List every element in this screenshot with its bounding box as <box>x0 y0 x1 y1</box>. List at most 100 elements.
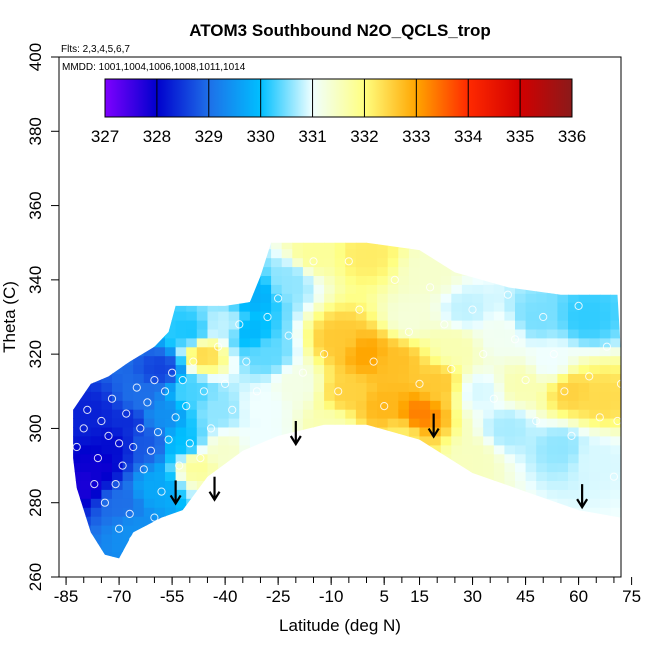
heatmap-cell <box>281 453 293 464</box>
heatmap-cell <box>271 489 283 499</box>
heatmap-cell <box>303 561 314 571</box>
heatmap-cell <box>504 444 516 455</box>
heatmap-cell <box>472 516 484 526</box>
heatmap-cell <box>377 355 389 366</box>
heatmap-cell <box>90 346 102 357</box>
heatmap-cell <box>90 409 102 419</box>
heatmap-cell <box>387 355 399 366</box>
heatmap-cell <box>526 231 537 241</box>
heatmap-cell <box>122 444 134 455</box>
y-tick-label: 320 <box>26 340 45 368</box>
sample-point <box>242 357 251 366</box>
heatmap-cell <box>472 400 484 410</box>
heatmap-cell <box>440 551 452 559</box>
heatmap-cell <box>334 551 346 559</box>
sample-point <box>404 327 413 336</box>
heatmap-cell <box>302 418 315 428</box>
heatmap-cell <box>239 551 251 559</box>
heatmap-cell <box>218 480 230 490</box>
heatmap-cell <box>165 320 177 330</box>
heatmap-cell <box>525 542 537 553</box>
heatmap-cell <box>589 382 601 392</box>
heatmap-cell <box>408 489 421 499</box>
heatmap-cell <box>377 293 389 303</box>
heatmap-cell <box>355 257 368 268</box>
heatmap-cell <box>525 480 537 490</box>
heatmap-cell <box>313 391 325 401</box>
heatmap-cell <box>73 248 81 259</box>
heatmap-cell <box>101 444 113 455</box>
sample-point <box>585 372 594 381</box>
heatmap-cell <box>387 275 399 285</box>
heatmap-cell <box>73 507 81 517</box>
heatmap-cell <box>80 533 92 544</box>
heatmap-cell <box>196 542 208 553</box>
heatmap-cell <box>302 328 315 339</box>
flights-note: Flts: 2,3,4,5,6,7 <box>61 44 130 55</box>
heatmap-cell <box>504 346 516 357</box>
heatmap-cell <box>377 489 389 499</box>
sample-point <box>595 413 604 422</box>
heatmap-cell <box>122 471 134 481</box>
heatmap-cell <box>515 435 527 446</box>
heatmap-cell <box>398 507 410 517</box>
heatmap-cell <box>377 320 389 330</box>
heatmap-cell <box>345 373 357 383</box>
heatmap-cell <box>419 328 431 339</box>
heatmap-cell <box>536 284 548 294</box>
heatmap-cell <box>334 426 346 437</box>
heatmap-cell <box>599 293 611 303</box>
heatmap-cell <box>302 435 315 446</box>
heatmap-cell <box>228 489 240 499</box>
heatmap-cell <box>472 551 484 559</box>
heatmap-cell <box>175 293 187 303</box>
heatmap-cell <box>493 355 505 366</box>
heatmap-cell <box>419 284 431 294</box>
heatmap-cell <box>260 266 272 276</box>
heatmap-cell <box>229 561 240 571</box>
heatmap-cell <box>175 382 187 392</box>
heatmap-cell <box>133 248 145 259</box>
heatmap-cell <box>281 471 293 481</box>
heatmap-cell <box>292 462 304 473</box>
heatmap-cell <box>101 551 113 559</box>
heatmap-cell <box>345 346 357 357</box>
heatmap-cell <box>281 328 293 339</box>
heatmap-cell <box>239 435 251 446</box>
heatmap-cell <box>568 516 580 526</box>
heatmap-cell <box>239 382 251 392</box>
heatmap-cell <box>292 409 304 419</box>
heatmap-cell <box>398 426 410 437</box>
heatmap-cell <box>440 471 452 481</box>
heatmap-cell <box>430 409 442 419</box>
heatmap-cell <box>324 542 336 553</box>
heatmap-cell <box>419 337 431 348</box>
heatmap-cell <box>355 471 368 481</box>
heatmap-cell <box>546 462 558 473</box>
heatmap-cell <box>80 248 92 259</box>
heatmap-cell <box>515 489 527 499</box>
heatmap-cell <box>313 337 325 348</box>
heatmap-cell <box>419 444 431 455</box>
heatmap-cell <box>133 480 145 490</box>
heatmap-cell <box>239 248 251 259</box>
heatmap-cell <box>196 284 208 294</box>
heatmap-cell <box>90 471 102 481</box>
heatmap-cell <box>154 302 166 312</box>
heatmap-cell <box>461 533 474 544</box>
heatmap-cell <box>80 551 92 559</box>
heatmap-cell <box>493 418 505 428</box>
heatmap-cell <box>578 533 590 544</box>
heatmap-cell <box>483 293 495 303</box>
heatmap-cell <box>228 257 240 268</box>
heatmap-cell <box>90 551 102 559</box>
heatmap-cell <box>472 444 484 455</box>
heatmap-cell <box>493 516 505 526</box>
heatmap-cell <box>73 400 81 410</box>
heatmap-cell <box>218 257 230 268</box>
heatmap-cell <box>515 426 527 437</box>
heatmap-cell <box>165 435 177 446</box>
heatmap-cell <box>408 453 421 464</box>
heatmap-cell <box>59 347 70 357</box>
sample-point <box>118 461 127 470</box>
